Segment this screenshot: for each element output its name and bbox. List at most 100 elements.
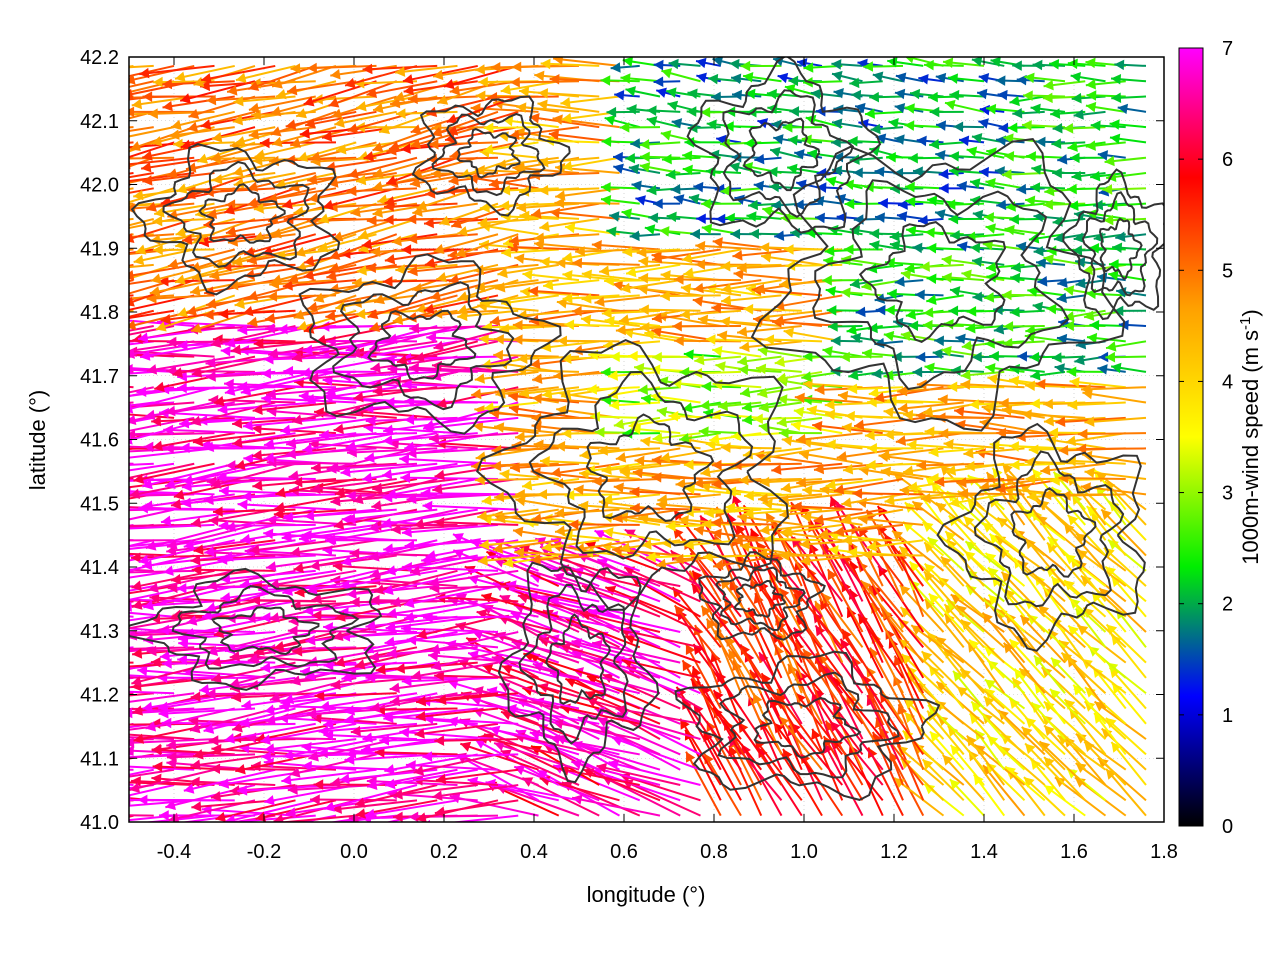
wind-arrowhead xyxy=(150,656,161,668)
wind-arrowhead xyxy=(899,485,910,496)
wind-vector xyxy=(207,631,296,655)
wind-vector xyxy=(176,172,236,193)
wind-arrowhead xyxy=(916,459,927,471)
wind-vector xyxy=(1007,490,1046,541)
wind-arrowhead xyxy=(683,539,695,550)
wind-arrowhead xyxy=(361,238,373,250)
wind-arrowhead xyxy=(926,273,937,285)
wind-arrowhead xyxy=(56,655,66,665)
wind-arrowhead xyxy=(780,482,792,493)
wind-arrowhead xyxy=(644,224,656,235)
wind-arrowhead xyxy=(436,398,448,409)
wind-arrowhead xyxy=(67,204,77,214)
wind-vector xyxy=(129,492,175,496)
wind-arrowhead xyxy=(1051,352,1062,363)
wind-arrowhead xyxy=(759,524,770,536)
wind-arrowhead xyxy=(384,764,395,775)
wind-arrowhead xyxy=(924,784,936,795)
wind-arrowhead xyxy=(110,729,120,740)
wind-vector xyxy=(331,799,418,811)
wind-arrowhead xyxy=(83,284,93,294)
wind-arrowhead xyxy=(945,531,956,542)
wind-arrowhead xyxy=(494,334,504,345)
wind-arrowhead xyxy=(720,442,731,453)
wind-vector xyxy=(584,541,661,572)
wind-arrowhead xyxy=(370,362,381,373)
wind-arrowhead xyxy=(794,392,805,404)
wind-vector xyxy=(432,478,519,492)
wind-arrowhead xyxy=(834,526,845,537)
wind-vector xyxy=(129,386,215,411)
wind-arrowhead xyxy=(401,526,412,538)
wind-vector xyxy=(129,279,175,295)
wind-arrowhead xyxy=(555,190,566,201)
wind-vector xyxy=(514,734,600,756)
wind-arrowhead xyxy=(281,774,292,786)
wind-arrowhead xyxy=(323,718,334,729)
wind-arrowhead xyxy=(299,128,310,139)
wind-arrowhead xyxy=(90,335,100,346)
wind-arrowhead xyxy=(269,612,280,623)
wind-arrowhead xyxy=(339,579,351,591)
wind-arrowhead xyxy=(613,163,624,174)
wind-arrowhead xyxy=(352,277,362,288)
wind-arrowhead xyxy=(1012,107,1023,119)
wind-arrowhead xyxy=(853,214,864,225)
wind-arrowhead xyxy=(473,264,485,276)
wind-vector xyxy=(910,624,965,664)
wind-vector xyxy=(825,664,864,740)
wind-arrowhead xyxy=(766,88,777,100)
wind-arrowhead xyxy=(245,612,256,624)
wind-arrowhead xyxy=(635,195,646,206)
wind-arrowhead xyxy=(801,437,812,448)
wind-arrowhead xyxy=(212,506,223,517)
wind-arrowhead xyxy=(369,341,381,352)
wind-arrowhead xyxy=(972,209,984,221)
wind-vector xyxy=(1004,588,1046,633)
wind-arrowhead xyxy=(234,136,246,147)
wind-arrowhead xyxy=(66,528,76,538)
wind-arrowhead xyxy=(1068,200,1079,211)
wind-arrowhead xyxy=(448,274,460,285)
wind-arrowhead xyxy=(564,319,575,330)
wind-vector xyxy=(129,156,134,160)
wind-arrowhead xyxy=(799,449,810,460)
wind-arrowhead xyxy=(801,371,812,382)
wind-arrowhead xyxy=(293,562,304,574)
wind-arrowhead xyxy=(322,375,333,386)
wind-arrowhead xyxy=(188,715,199,727)
wind-vector xyxy=(906,672,945,725)
wind-arrowhead xyxy=(86,397,96,407)
wind-arrowhead xyxy=(979,418,991,429)
wind-arrowhead xyxy=(39,341,50,351)
wind-arrowhead xyxy=(971,701,982,713)
wind-vector xyxy=(151,416,235,423)
wind-vector xyxy=(340,370,438,379)
wind-vector xyxy=(619,628,701,649)
wind-arrowhead xyxy=(353,391,364,403)
wind-vector xyxy=(283,676,377,703)
wind-arrowhead xyxy=(865,459,876,471)
wind-arrowhead xyxy=(374,294,385,305)
wind-arrowhead xyxy=(325,534,337,545)
wind-vector xyxy=(612,548,681,557)
wind-arrowhead xyxy=(59,373,69,384)
wind-arrowhead xyxy=(732,89,743,101)
wind-arrowhead xyxy=(673,274,684,285)
wind-arrowhead xyxy=(282,280,293,291)
wind-arrowhead xyxy=(880,466,892,478)
wind-arrowhead xyxy=(841,497,852,508)
wind-vector xyxy=(538,156,600,164)
wind-arrowhead xyxy=(81,99,91,109)
wind-vector xyxy=(172,141,235,146)
wind-vector xyxy=(129,462,154,466)
wind-vector xyxy=(779,508,843,517)
wind-arrowhead xyxy=(232,166,244,177)
wind-arrowhead xyxy=(874,337,885,349)
wind-arrowhead xyxy=(793,627,804,639)
wind-vector xyxy=(382,432,478,443)
wind-arrowhead xyxy=(151,136,163,147)
wind-arrowhead xyxy=(844,198,855,210)
wind-arrowhead xyxy=(612,280,624,291)
wind-vector xyxy=(129,126,175,138)
